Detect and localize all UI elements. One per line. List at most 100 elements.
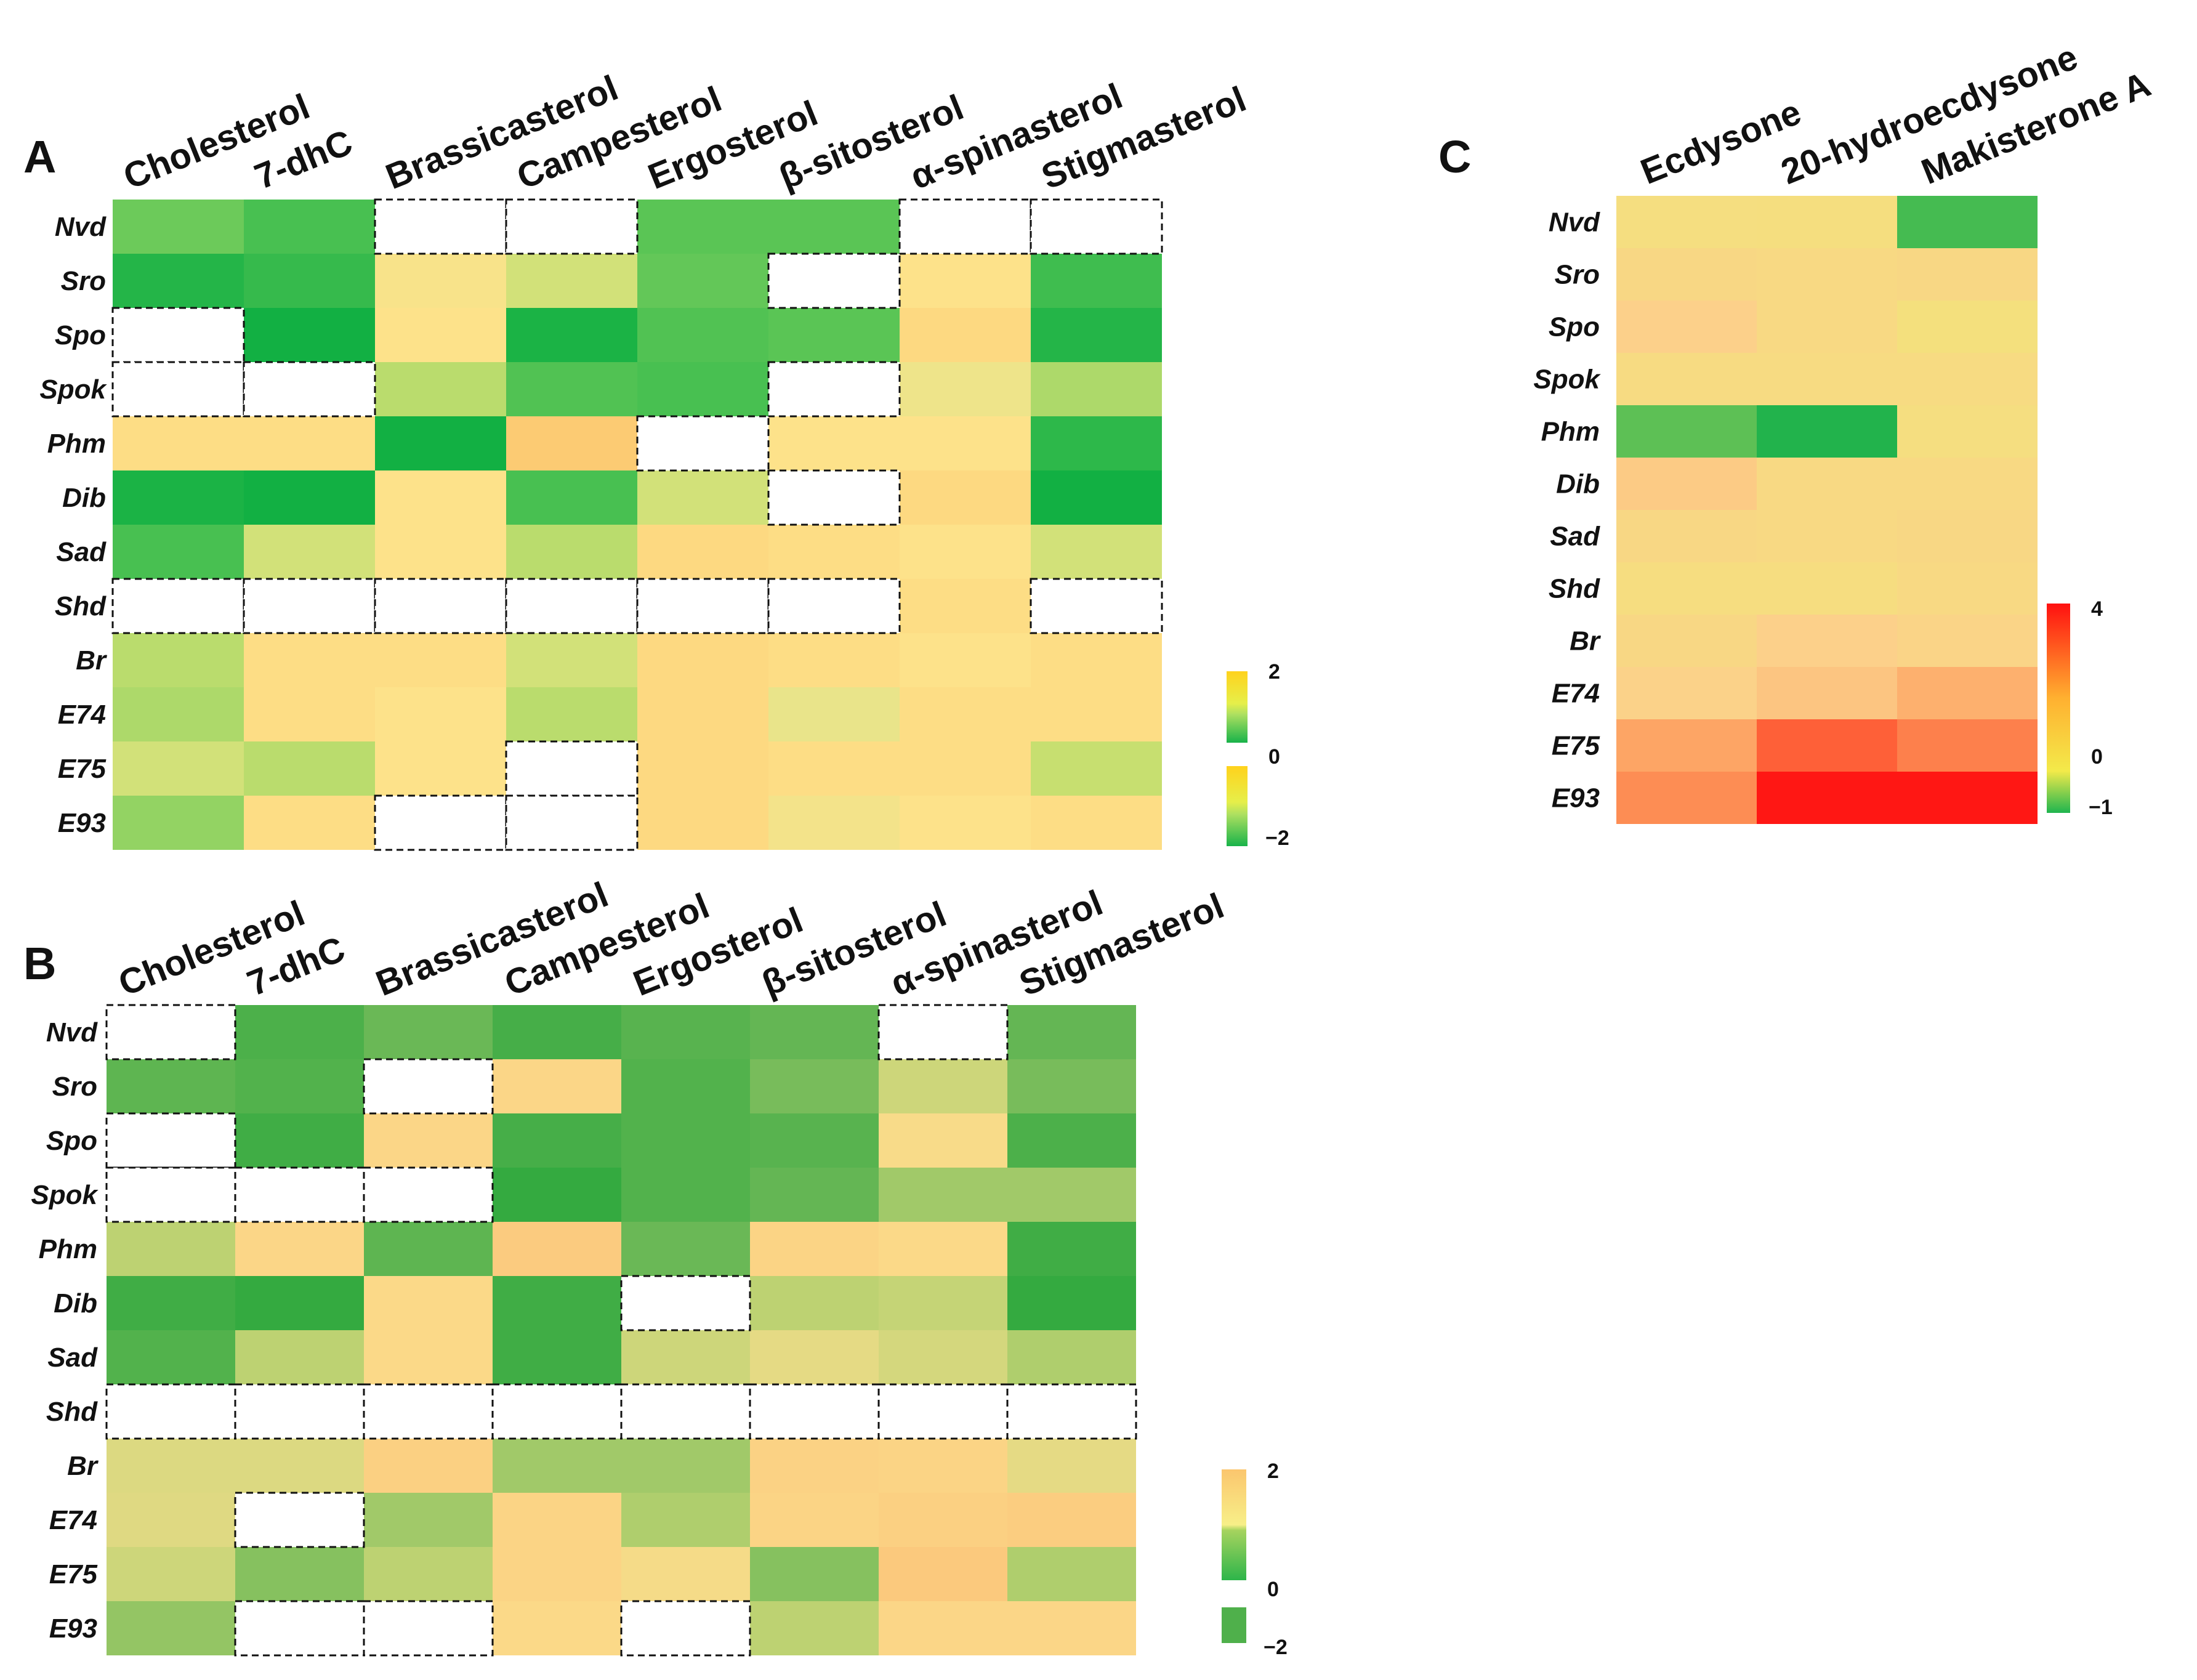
heatmap-cell — [900, 579, 1031, 633]
heatmap-cell — [113, 633, 244, 687]
row-label: Sro — [1555, 260, 1600, 290]
heatmap-cell — [1897, 196, 2038, 248]
panel-letter-a: A — [23, 131, 56, 182]
row-label: E93 — [58, 808, 106, 838]
heatmap-cell — [1757, 667, 1897, 719]
heatmap-cell — [1616, 719, 1757, 772]
heatmap-cell — [1616, 772, 1757, 824]
heatmap-cell — [1031, 308, 1162, 362]
heatmap-cell — [621, 1222, 750, 1276]
heatmap-cell — [375, 525, 506, 579]
colorbar-a-tick: 0 — [1268, 745, 1280, 769]
heatmap-cell — [1007, 1113, 1136, 1168]
heatmap-cell-missing — [505, 198, 639, 255]
colorbar-c-bar — [2047, 604, 2070, 813]
heatmap-cell — [364, 1005, 493, 1059]
colorbar-a-tick: −2 — [1265, 826, 1289, 850]
row-label: Nvd — [1549, 208, 1600, 238]
heatmap-cell — [107, 1601, 235, 1655]
heatmap-cell — [621, 1547, 750, 1601]
heatmap-cell — [637, 362, 768, 416]
heatmap-cell — [1897, 405, 2038, 458]
heatmap-cell-missing — [363, 1058, 494, 1115]
heatmap-cell — [375, 687, 506, 741]
heatmap-cell — [1616, 405, 1757, 458]
heatmap-cell — [900, 470, 1031, 525]
heatmap-cell — [1757, 353, 1897, 405]
heatmap-cell — [1897, 615, 2038, 667]
heatmap-cell — [879, 1601, 1007, 1655]
heatmap-cell-missing — [767, 469, 901, 526]
heatmap-cell — [1757, 248, 1897, 301]
heatmap-cell-missing — [243, 361, 376, 418]
heatmap-cell — [1757, 405, 1897, 458]
heatmap-cell — [493, 1439, 621, 1493]
heatmap-cell-missing — [1030, 578, 1163, 634]
heatmap-cell — [1007, 1168, 1136, 1222]
row-label: Shd — [1549, 574, 1600, 604]
heatmap-cell-missing — [234, 1600, 365, 1657]
heatmap-cell-missing — [105, 1004, 236, 1060]
heatmap-cell — [493, 1547, 621, 1601]
heatmap-cell — [493, 1493, 621, 1547]
heatmap-cell — [375, 470, 506, 525]
heatmap-cell-missing — [111, 307, 245, 363]
heatmap-cell — [900, 362, 1031, 416]
colorbar-c-tick: 4 — [2091, 597, 2103, 621]
heatmap-cell — [637, 796, 768, 850]
heatmap-cell — [750, 1601, 879, 1655]
colorbar-b-upper — [1222, 1469, 1246, 1580]
heatmap-cell — [879, 1439, 1007, 1493]
heatmap-cell-missing — [1030, 198, 1163, 255]
heatmap-cell — [879, 1222, 1007, 1276]
heatmap-cell-missing — [234, 1492, 365, 1548]
row-label: E74 — [49, 1505, 97, 1535]
heatmap-cell — [364, 1493, 493, 1547]
heatmap-cell — [1897, 510, 2038, 562]
row-label: Sro — [61, 266, 106, 296]
heatmap-cell — [879, 1330, 1007, 1384]
heatmap-cell — [768, 525, 900, 579]
row-label: E93 — [49, 1613, 97, 1644]
heatmap-cell — [235, 1276, 364, 1330]
heatmap-cell — [1757, 196, 1897, 248]
heatmap-cell — [1616, 301, 1757, 353]
panel-letter-c: C — [1438, 131, 1471, 182]
row-label: Spo — [55, 320, 106, 350]
heatmap-cell-missing — [1006, 1383, 1137, 1440]
heatmap-cell — [1616, 458, 1757, 510]
heatmap-cell — [1616, 615, 1757, 667]
heatmap-cell-missing — [234, 1166, 365, 1223]
heatmap-cell — [244, 796, 375, 850]
row-label: Dib — [62, 483, 106, 513]
heatmap-cell — [235, 1330, 364, 1384]
heatmap-cell — [244, 470, 375, 525]
heatmap-cell — [107, 1059, 235, 1113]
heatmap-cell — [621, 1113, 750, 1168]
heatmap-cell — [1897, 458, 2038, 510]
heatmap-cell — [1031, 796, 1162, 850]
row-label: Shd — [55, 591, 107, 621]
heatmap-cell — [1031, 470, 1162, 525]
heatmap-cell — [506, 525, 637, 579]
colorbar-b-tick: 2 — [1267, 1460, 1279, 1483]
heatmap-cell — [113, 741, 244, 796]
heatmap-cell — [750, 1113, 879, 1168]
heatmap-cell — [637, 308, 768, 362]
colorbar-c-tick: 0 — [2091, 745, 2103, 769]
row-label: Phm — [39, 1234, 97, 1264]
heatmap-cell — [637, 254, 768, 308]
heatmap-cell — [493, 1168, 621, 1222]
heatmap-cell — [364, 1547, 493, 1601]
heatmap-cell — [768, 633, 900, 687]
heatmap-cell — [879, 1059, 1007, 1113]
colorbar-b-tick: 0 — [1267, 1578, 1279, 1601]
heatmap-cell — [1757, 615, 1897, 667]
heatmap-cell-missing — [363, 1383, 494, 1440]
heatmap-cell — [1007, 1547, 1136, 1601]
heatmap-cell — [1031, 362, 1162, 416]
heatmap-cell — [621, 1059, 750, 1113]
heatmap-cell — [621, 1330, 750, 1384]
heatmap-cell — [1757, 772, 1897, 824]
